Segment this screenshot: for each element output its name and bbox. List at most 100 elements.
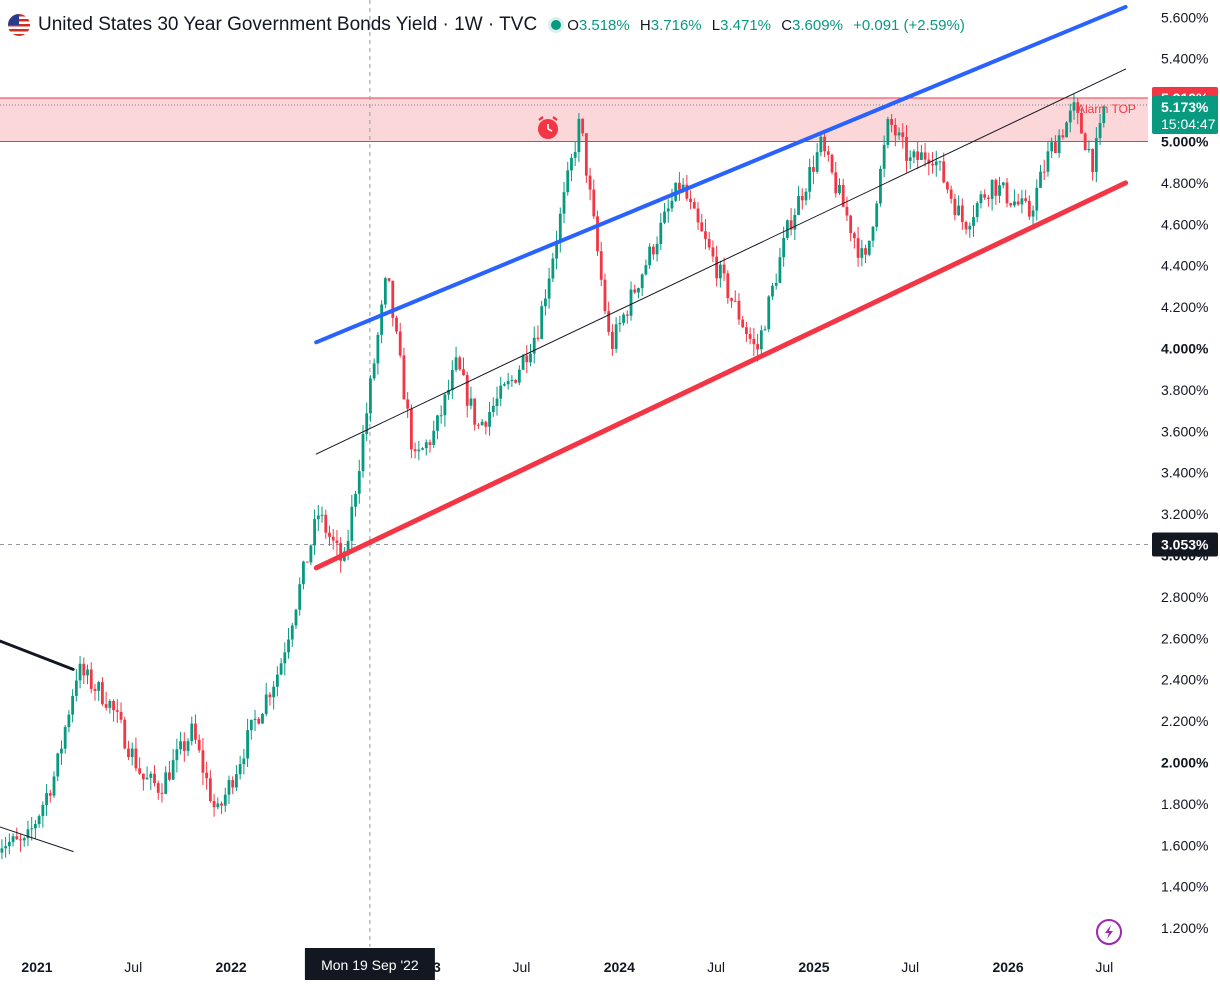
candle-body [1068, 110, 1072, 123]
x-tick-label: Jul [901, 959, 919, 975]
candle-body [320, 514, 324, 516]
candle-body [164, 772, 168, 794]
candle-body [63, 727, 67, 749]
candle-body [808, 167, 812, 192]
candle-body [949, 189, 953, 199]
candle-body [503, 384, 506, 386]
x-tick-label: 2021 [21, 959, 52, 975]
candle-body [1039, 171, 1042, 188]
candle-body [1076, 102, 1080, 113]
candle-body [484, 421, 488, 427]
y-tick-label: 4.000% [1161, 341, 1209, 357]
candle-body [864, 248, 867, 255]
candle-body [622, 314, 625, 323]
candle-body [655, 243, 659, 255]
candle-body [994, 179, 998, 196]
y-tick-label: 3.200% [1161, 506, 1208, 522]
candle-body [1001, 182, 1005, 186]
candle-body [532, 337, 536, 354]
candle-body [488, 412, 491, 427]
middle-trend-line[interactable] [315, 68, 1127, 455]
countdown-label: 15:04:47 [1161, 116, 1216, 132]
candle-body [290, 625, 294, 640]
candle-body [127, 748, 130, 758]
candle-body [696, 208, 700, 223]
open-value: 3.518% [578, 16, 630, 34]
candle-body [45, 793, 48, 805]
candle-body [1020, 198, 1024, 205]
candle-body [927, 159, 931, 164]
candle-body [651, 246, 655, 255]
candle-body [257, 718, 261, 724]
candle-body [264, 694, 268, 714]
y-tick-label: 4.600% [1161, 216, 1208, 232]
candle-body [242, 758, 246, 765]
crosshair-price-badge [1152, 532, 1218, 557]
candle-body [406, 399, 410, 409]
left-trend-line-lower[interactable] [0, 825, 74, 853]
candle-body [1053, 142, 1057, 154]
candle-body [115, 710, 119, 712]
symbol-title[interactable]: United States 30 Year Government Bonds Y… [38, 14, 538, 35]
candle-body [249, 719, 253, 731]
candle-body [26, 829, 30, 839]
candle-body [101, 682, 104, 705]
candle-body [168, 772, 171, 780]
candle-body [986, 197, 990, 199]
candle-body [432, 430, 436, 445]
x-tick-label: 2022 [216, 959, 247, 975]
candle-body [60, 748, 63, 754]
candle-body [644, 265, 648, 275]
candle-body [596, 216, 599, 252]
lower-channel-line[interactable] [313, 180, 1129, 571]
candle-body [1013, 201, 1016, 206]
candle-body [1102, 106, 1106, 124]
candle-body [711, 247, 715, 257]
candle-body [369, 378, 372, 414]
candle-body [685, 184, 689, 199]
candle-body [547, 278, 551, 299]
y-tick-label: 2.000% [1161, 755, 1209, 771]
candle-body [700, 222, 704, 232]
candle-body [521, 355, 525, 370]
y-tick-label: 5.400% [1161, 51, 1208, 67]
candle-body [536, 337, 540, 339]
candle-body [372, 363, 376, 379]
lightning-bolt [1105, 925, 1113, 939]
y-tick-label: 3.600% [1161, 423, 1208, 439]
y-tick-label: 4.200% [1161, 299, 1208, 315]
candle-body [97, 682, 101, 691]
candle-body [1065, 122, 1068, 138]
candle-body [194, 723, 197, 740]
candle-body [815, 152, 819, 172]
candle-body [387, 278, 391, 281]
candle-body [562, 192, 566, 214]
candle-body [826, 151, 830, 155]
candle-body [1083, 133, 1087, 151]
candle-body [78, 663, 82, 681]
y-tick-label: 1.200% [1161, 920, 1208, 936]
candle-body [804, 191, 808, 201]
candle-body [841, 184, 845, 207]
candle-body [216, 803, 220, 808]
candle-body [439, 415, 443, 417]
candle-body [294, 609, 298, 626]
candle-body [972, 217, 975, 226]
candle-body [867, 240, 871, 255]
candle-body [905, 136, 908, 161]
candle-body [413, 449, 417, 452]
candle-body [607, 311, 611, 332]
upper-channel-line[interactable] [314, 4, 1128, 345]
candle-body [238, 764, 242, 775]
candle-body [983, 194, 987, 198]
candle-body [774, 282, 778, 286]
candle-body [681, 184, 685, 190]
candle-body [235, 774, 238, 788]
chart-header: United States 30 Year Government Bonds Y… [8, 10, 971, 40]
candle-body [946, 182, 949, 190]
x-tick-label: 2025 [798, 959, 829, 975]
candle-body [659, 222, 663, 244]
candle-body [544, 298, 547, 307]
left-trend-line-upper[interactable] [0, 638, 75, 671]
